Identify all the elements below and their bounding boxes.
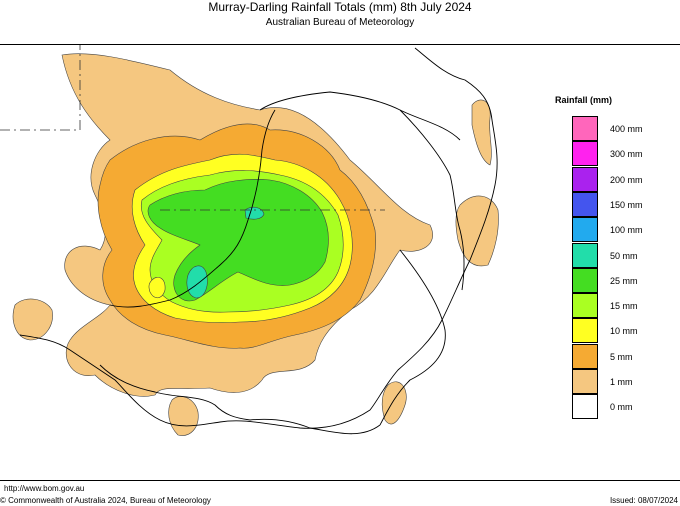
- footer-issued: Issued: 08/07/2024: [609, 496, 678, 505]
- footer-url[interactable]: http://www.bom.gov.au: [4, 484, 85, 493]
- legend-swatch: [572, 166, 598, 192]
- legend-swatch: [572, 267, 598, 293]
- rainfall-zone-1mm-coast-north: [471, 99, 492, 166]
- legend-label: 150 mm: [610, 199, 643, 210]
- state-borders: [99, 91, 465, 435]
- legend-swatch: [572, 242, 598, 268]
- legend-swatch: [572, 293, 598, 319]
- legend-label: 50 mm: [610, 250, 638, 261]
- legend-swatch: [572, 141, 598, 167]
- legend-swatch: [572, 191, 598, 217]
- rainfall-zone-1mm-south: [168, 396, 199, 436]
- rainfall-zone-1mm-southeast: [381, 381, 407, 425]
- dashed-lines: [0, 45, 385, 211]
- border-basin-east: [399, 109, 465, 291]
- coastline: [19, 47, 498, 429]
- legend-swatch: [572, 318, 598, 344]
- border-vic-coast: [99, 364, 381, 435]
- legend-title: Rainfall (mm): [555, 95, 613, 105]
- legend-label: 1 mm: [610, 377, 633, 387]
- legend-label: 5 mm: [610, 351, 633, 362]
- legend-label: 300 mm: [610, 149, 643, 160]
- border-nsw-vic: [109, 109, 276, 308]
- legend-label: 15 mm: [610, 301, 638, 312]
- legend-swatch: [572, 369, 598, 394]
- dashed-line-west: [0, 45, 81, 131]
- rainfall-zone-10mm-island: [148, 277, 166, 299]
- legend-label: 25 mm: [610, 275, 638, 286]
- legend-label: 0 mm: [610, 402, 633, 413]
- legend-label: 200 mm: [610, 174, 643, 185]
- legend-swatch: [572, 394, 598, 420]
- map-frame: [0, 44, 680, 481]
- rainfall-map: [0, 45, 499, 436]
- rainfall-zone-1mm-coast: [455, 195, 499, 267]
- map-subtitle: Australian Bureau of Meteorology: [265, 17, 415, 28]
- legend-label: 10 mm: [610, 326, 638, 337]
- legend-swatch: [572, 343, 598, 369]
- border-east: [379, 249, 446, 426]
- rainfall-zone-1mm-west: [12, 298, 53, 341]
- legend-label: 400 mm: [610, 124, 643, 134]
- map-title: Murray-Darling Rainfall Totals (mm) 8th …: [208, 0, 472, 14]
- legend-label: 100 mm: [610, 225, 643, 236]
- rainfall-zone-50mm: [186, 265, 208, 299]
- border-qld-nsw: [259, 91, 461, 141]
- legend-swatch: [572, 217, 598, 243]
- legend-swatch: [572, 116, 598, 141]
- footer-copyright: © Commonwealth of Australia 2024, Bureau…: [0, 496, 211, 505]
